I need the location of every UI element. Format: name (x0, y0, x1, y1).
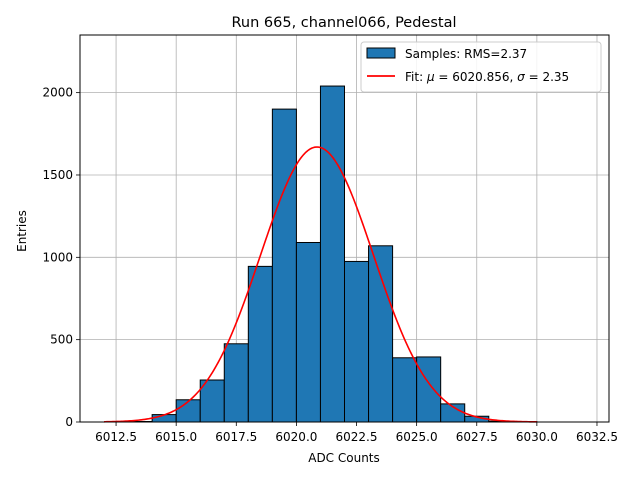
legend-fit-mu: μ (426, 70, 435, 84)
histogram-bar (368, 245, 394, 423)
x-tick-label: 6025.0 (396, 430, 438, 444)
histogram-bar (271, 108, 297, 423)
x-tick-label: 6032.5 (576, 430, 618, 444)
legend-label-samples: Samples: RMS=2.37 (405, 47, 527, 61)
y-tick-label: 1000 (42, 250, 73, 264)
histogram-bar (175, 399, 201, 423)
histogram-bars (127, 85, 538, 423)
legend: Samples: RMS=2.37 Fit: μ = 6020.856, σ =… (360, 41, 602, 93)
y-tick-label: 0 (65, 415, 73, 429)
fit-curve-group (104, 146, 537, 423)
legend-fit-sigma: σ (517, 70, 525, 84)
histogram-bar (295, 241, 321, 423)
histogram-bar (416, 356, 442, 423)
x-tick-label: 6020.0 (275, 430, 317, 444)
y-tick-label: 2000 (42, 86, 73, 100)
x-axis-ticks: 6012.5 6015.0 6017.5 6020.0 6022.5 6025.0 6027… (95, 422, 618, 444)
histogram-bar (392, 357, 418, 423)
legend-label-fit: Fit: μ = 6020.856, σ = 2.35 (405, 70, 569, 84)
x-tick-label: 6015.0 (155, 430, 197, 444)
y-axis-label: Entries (15, 210, 29, 252)
y-tick-label: 500 (50, 333, 73, 347)
x-tick-label: 6027.5 (456, 430, 498, 444)
histogram-bar (319, 85, 346, 423)
legend-swatch-samples (366, 47, 396, 59)
legend-box (360, 41, 602, 93)
histogram-bar (199, 379, 225, 423)
x-tick-label: 6017.5 (215, 430, 257, 444)
legend-fit-prefix: Fit: (405, 70, 427, 84)
y-axis-ticks: 0 500 1000 1500 2000 (42, 86, 80, 429)
legend-fit-sigma-value: = 2.35 (525, 70, 569, 84)
x-tick-label: 6030.0 (516, 430, 558, 444)
histogram-bar (247, 265, 273, 423)
histogram-bar (344, 260, 370, 423)
x-tick-label: 6012.5 (95, 430, 137, 444)
x-axis-label: ADC Counts (308, 451, 380, 465)
legend-fit-mu-value: = 6020.856, (435, 70, 518, 84)
axes-frame (79, 34, 610, 423)
chart-title: Run 665, channel066, Pedestal (231, 15, 456, 31)
x-tick-label: 6022.5 (336, 430, 378, 444)
x-gridlines (115, 35, 598, 422)
fit-curve (104, 146, 537, 423)
y-tick-label: 1500 (42, 168, 73, 182)
histogram-bar (223, 343, 249, 423)
